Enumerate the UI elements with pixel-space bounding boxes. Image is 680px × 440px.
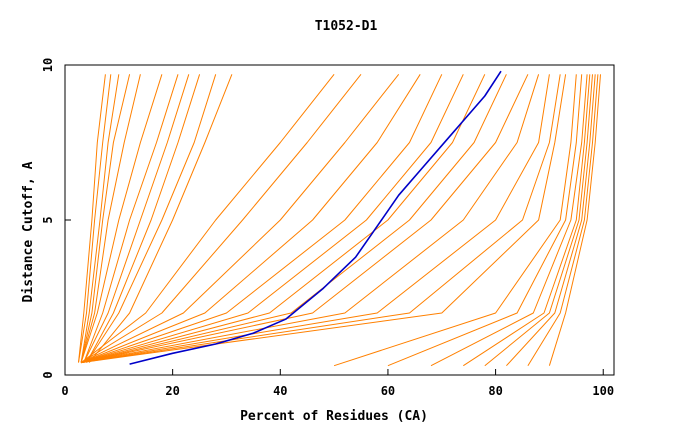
model-series-line-16 bbox=[80, 74, 443, 364]
x-tick-label: 40 bbox=[273, 384, 287, 398]
y-tick-label: 0 bbox=[41, 371, 55, 378]
highlight-series-line bbox=[129, 70, 502, 365]
model-series-line-27 bbox=[430, 74, 588, 367]
model-series-line-23 bbox=[81, 74, 561, 364]
model-series-line-15 bbox=[80, 74, 421, 364]
model-series-line-2 bbox=[78, 74, 112, 363]
model-series-line-13 bbox=[80, 73, 362, 364]
y-tick-label: 10 bbox=[41, 58, 55, 72]
model-series-line-3 bbox=[80, 74, 120, 363]
model-series-line-14 bbox=[80, 73, 400, 364]
model-series-line-20 bbox=[80, 74, 529, 364]
model-series-line-12 bbox=[80, 73, 335, 363]
model-series-line-8 bbox=[83, 74, 190, 363]
model-series-line-1 bbox=[78, 74, 106, 363]
series-layer bbox=[78, 70, 601, 367]
model-series-line-29 bbox=[484, 74, 593, 367]
model-series-line-10 bbox=[86, 74, 217, 363]
model-series-line-24 bbox=[81, 74, 567, 364]
x-tick-label: 100 bbox=[592, 384, 614, 398]
chart-title: T1052-D1 bbox=[315, 19, 378, 34]
model-series-line-4 bbox=[80, 74, 131, 363]
x-tick-label: 60 bbox=[381, 384, 395, 398]
model-series-line-6 bbox=[80, 74, 163, 363]
x-axis-label: Percent of Residues (CA) bbox=[240, 409, 428, 424]
model-series-line-25 bbox=[333, 74, 577, 367]
model-series-line-19 bbox=[80, 74, 507, 364]
x-tick-label: 80 bbox=[488, 384, 502, 398]
model-series-line-30 bbox=[506, 74, 596, 367]
model-series-line-7 bbox=[83, 74, 179, 363]
y-axis-label: Distance Cutoff, A bbox=[21, 161, 36, 302]
model-series-line-17 bbox=[80, 74, 464, 364]
model-series-line-22 bbox=[81, 74, 550, 364]
x-tick-label: 0 bbox=[61, 384, 68, 398]
model-series-line-11 bbox=[88, 74, 233, 363]
y-tick-label: 5 bbox=[41, 216, 55, 223]
model-series-line-26 bbox=[387, 74, 583, 367]
model-series-line-32 bbox=[548, 74, 601, 366]
model-series-line-5 bbox=[80, 74, 141, 363]
model-series-line-21 bbox=[81, 74, 540, 364]
model-series-line-9 bbox=[86, 74, 201, 363]
model-series-line-31 bbox=[527, 74, 599, 366]
x-tick-label: 20 bbox=[165, 384, 179, 398]
model-series-line-28 bbox=[463, 74, 591, 367]
tick-layer: 0 20 40 60 80 100 0 5 10 bbox=[41, 58, 614, 398]
